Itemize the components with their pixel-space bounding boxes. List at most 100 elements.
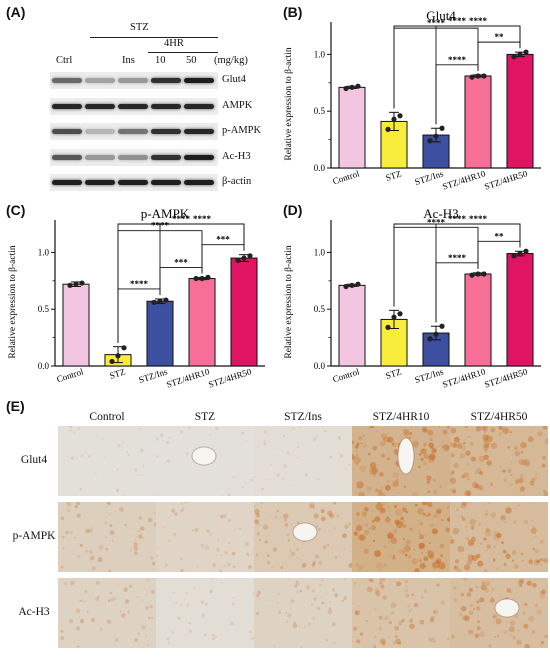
- wb-unit: (mg/kg): [214, 55, 248, 66]
- stain-spot: [354, 611, 359, 615]
- stain-spot: [541, 589, 546, 594]
- stain-spot: [109, 591, 112, 595]
- stain-spot: [371, 467, 379, 475]
- stain-spot: [360, 442, 363, 445]
- stain-spot: [221, 494, 223, 496]
- stain-spot: [483, 438, 488, 443]
- stain-spot: [133, 542, 138, 547]
- tissue-background: [156, 502, 254, 572]
- stain-spot: [156, 554, 159, 557]
- significance-label: ****: [448, 253, 467, 263]
- stain-spot: [519, 578, 525, 584]
- stain-spot: [519, 584, 523, 588]
- stain-spot: [523, 613, 525, 616]
- stain-spot: [410, 620, 412, 623]
- stain-spot: [266, 478, 269, 481]
- stain-spot: [372, 644, 377, 648]
- significance-bracket: [393, 223, 521, 307]
- chart-p-ampk: p-AMPK Relative expression to β-actin 0.0 0…: [8, 206, 265, 390]
- stain-spot: [517, 580, 523, 586]
- data-point: [469, 74, 475, 80]
- stain-spot: [470, 525, 475, 530]
- stain-spot: [493, 615, 496, 618]
- stain-spot: [470, 456, 477, 462]
- stain-spot: [119, 610, 122, 613]
- stain-spot: [543, 557, 548, 564]
- stain-spot: [264, 430, 267, 434]
- stain-spot: [180, 569, 184, 572]
- stain-spot: [180, 603, 183, 606]
- stain-spot: [60, 636, 65, 640]
- stain-spot: [519, 486, 526, 492]
- stain-spot: [450, 477, 456, 484]
- stain-spot: [456, 508, 459, 512]
- bar: [230, 257, 258, 367]
- ihc-micrograph: [352, 426, 450, 496]
- data-point: [523, 49, 529, 55]
- bar: [62, 283, 90, 367]
- stain-spot: [493, 534, 500, 541]
- stain-spot: [69, 428, 72, 432]
- stain-spot: [209, 589, 213, 594]
- data-point: [73, 281, 79, 287]
- stain-spot: [509, 431, 512, 434]
- stain-spot: [232, 597, 235, 599]
- stain-spot: [392, 641, 397, 645]
- data-point: [385, 126, 391, 132]
- data-point: [349, 84, 355, 90]
- stain-spot: [68, 426, 72, 429]
- significance-bracket: [117, 223, 245, 343]
- stain-spot: [430, 522, 434, 527]
- stain-spot: [420, 448, 427, 455]
- wb-strip: [50, 148, 218, 166]
- stain-spot: [520, 552, 524, 556]
- wb-band: [52, 129, 82, 134]
- stain-spot: [74, 504, 79, 509]
- stain-spot: [439, 485, 443, 488]
- stain-spot: [268, 599, 271, 601]
- data-point: [433, 331, 439, 337]
- wb-strip: [50, 123, 218, 140]
- stain-spot: [391, 442, 395, 446]
- stain-spot: [164, 563, 168, 567]
- stain-spot: [84, 590, 88, 593]
- stain-spot: [289, 549, 292, 552]
- stain-spot: [476, 600, 480, 604]
- stain-spot: [374, 646, 377, 648]
- stain-spot: [150, 589, 155, 594]
- stain-spot: [486, 509, 488, 512]
- stain-spot: [137, 632, 140, 635]
- stain-spot: [180, 502, 183, 505]
- stain-spot: [392, 480, 400, 488]
- stain-spot: [427, 502, 433, 508]
- stain-spot: [325, 638, 328, 642]
- stain-spot: [166, 440, 170, 444]
- stain-spot: [370, 578, 374, 583]
- stain-spot: [227, 519, 231, 523]
- stain-spot: [502, 427, 509, 434]
- stain-spot: [541, 463, 546, 468]
- stain-spot: [292, 623, 298, 629]
- stain-spot: [514, 450, 521, 457]
- stain-spot: [127, 453, 130, 456]
- stain-spot: [369, 462, 377, 469]
- stain-spot: [462, 517, 466, 521]
- ihc-micrograph: [58, 578, 156, 648]
- wb-band: [151, 154, 181, 160]
- stain-spot: [511, 550, 517, 556]
- stain-spot: [353, 456, 361, 464]
- stain-spot: [320, 516, 326, 522]
- wb-band: [184, 129, 214, 134]
- stain-spot: [145, 635, 147, 638]
- stain-spot: [481, 426, 489, 431]
- stain-spot: [454, 559, 459, 564]
- stain-spot: [450, 427, 457, 434]
- stain-spot: [532, 547, 535, 551]
- stain-spot: [491, 613, 498, 620]
- data-point: [151, 299, 157, 305]
- tissue-background: [352, 578, 450, 648]
- stain-spot: [471, 536, 476, 542]
- stain-spot: [214, 635, 217, 638]
- stain-spot: [364, 506, 369, 512]
- stain-spot: [523, 519, 529, 525]
